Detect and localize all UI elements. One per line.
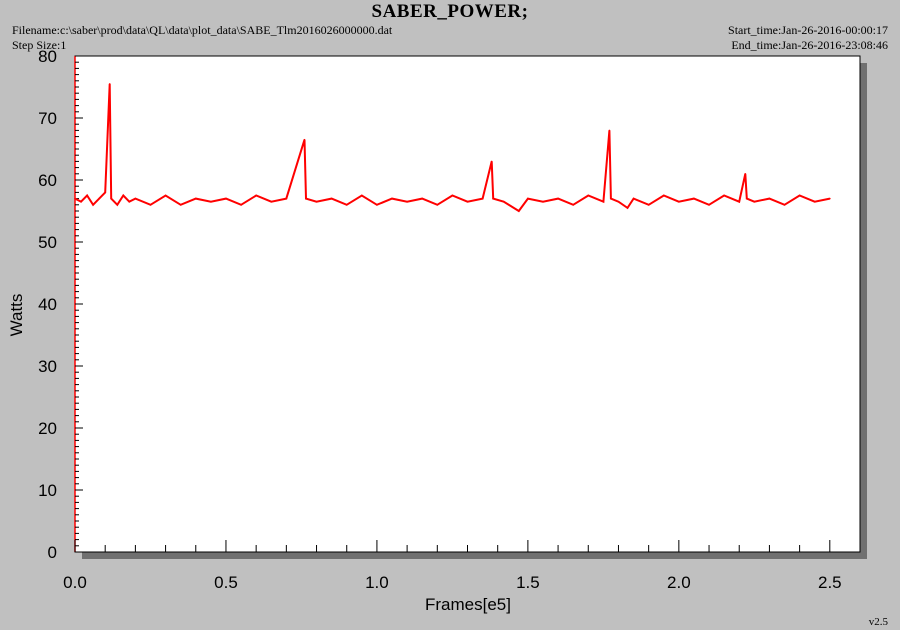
- data-point: [179, 204, 182, 206]
- data-point: [164, 194, 167, 197]
- data-point: [86, 194, 88, 197]
- series-line: [74, 83, 831, 213]
- data-point: [502, 200, 505, 203]
- data-point: [116, 204, 119, 206]
- data-point: [647, 204, 650, 206]
- step-size-label: Step Size:1: [12, 38, 67, 52]
- data-point: [466, 200, 469, 203]
- x-tick-label: 1.0: [365, 573, 389, 592]
- data-point: [798, 194, 801, 197]
- axis-ticks: [74, 55, 861, 553]
- x-tick-label: 1.5: [516, 573, 540, 592]
- y-tick-label: 50: [38, 233, 57, 252]
- data-point: [723, 194, 725, 197]
- data-point: [122, 194, 125, 197]
- data-point: [738, 200, 741, 203]
- data-point: [745, 197, 748, 200]
- data-point: [128, 200, 131, 203]
- data-point: [587, 194, 590, 197]
- end-time-label: End_time:Jan-26-2016-23:08:46: [731, 38, 888, 52]
- data-point: [255, 194, 257, 197]
- data-point: [753, 200, 756, 203]
- data-point: [149, 204, 152, 206]
- data-point: [270, 200, 273, 203]
- data-point: [490, 160, 493, 163]
- x-tick-label: 0.5: [214, 573, 238, 592]
- x-tick-label: 0.0: [63, 573, 87, 592]
- data-point: [210, 200, 212, 203]
- data-point: [481, 197, 484, 200]
- x-axis-title: Frames[e5]: [425, 595, 511, 614]
- data-point: [108, 83, 111, 85]
- data-point: [406, 200, 408, 203]
- x-tick-label: 2.5: [818, 573, 842, 592]
- y-tick-label: 20: [38, 419, 57, 438]
- data-point: [361, 194, 363, 197]
- data-point: [492, 197, 494, 200]
- data-point: [557, 197, 559, 200]
- data-point: [451, 194, 454, 197]
- data-point: [391, 197, 393, 200]
- tick-labels: 0 10 20 30 40 50 60 70 80 0.0 0.5 1.0 1.5 2.0 2.5: [38, 47, 842, 592]
- data-point: [315, 200, 318, 203]
- data-point: [134, 197, 137, 200]
- data-point: [98, 197, 100, 200]
- data-point: [783, 204, 786, 206]
- data-point: [305, 197, 307, 200]
- y-tick-label: 80: [38, 47, 57, 66]
- data-point: [330, 197, 333, 200]
- plot-area: [74, 55, 861, 553]
- data-point: [542, 200, 544, 203]
- data-point: [678, 200, 680, 203]
- data-point: [527, 197, 529, 200]
- data-point: [602, 200, 605, 203]
- data-point: [104, 191, 106, 194]
- y-tick-label: 30: [38, 357, 57, 376]
- data-point: [813, 200, 816, 203]
- y-tick-label: 60: [38, 171, 57, 190]
- y-tick-label: 40: [38, 295, 57, 314]
- data-point: [744, 173, 747, 175]
- start-time-label: Start_time:Jan-26-2016-00:00:17: [728, 23, 888, 37]
- data-point: [110, 197, 113, 200]
- data-point: [617, 200, 620, 203]
- data-point: [194, 197, 197, 200]
- series-group: [74, 83, 831, 213]
- y-axis-title: Watts: [7, 294, 26, 337]
- chart-title: SABER_POWER;: [371, 1, 529, 22]
- version-label: v2.5: [868, 616, 888, 628]
- y-tick-label: 10: [38, 481, 57, 500]
- data-point: [303, 138, 306, 141]
- x-tick-label: 2.0: [667, 573, 691, 592]
- data-point: [632, 197, 635, 200]
- data-point: [708, 204, 710, 206]
- filename-label: Filename:c:\saber\prod\data\QL\data\plot…: [12, 23, 393, 37]
- data-point: [608, 129, 611, 132]
- data-point: [829, 197, 831, 200]
- data-point: [518, 210, 520, 212]
- data-point: [92, 204, 94, 206]
- data-point: [345, 204, 348, 206]
- data-point: [436, 204, 439, 206]
- data-point: [572, 204, 574, 206]
- data-point: [74, 197, 76, 200]
- y-tick-label: 70: [38, 109, 57, 128]
- y-tick-label: 0: [48, 543, 57, 562]
- data-point: [80, 200, 82, 203]
- data-point: [421, 197, 424, 200]
- data-point: [768, 197, 771, 200]
- data-point: [376, 204, 378, 206]
- data-point: [240, 204, 242, 206]
- data-point: [225, 197, 227, 200]
- data-point: [285, 197, 288, 200]
- data-point: [662, 194, 665, 197]
- data-point: [693, 197, 695, 200]
- data-point: [626, 207, 629, 209]
- data-point: [610, 197, 612, 200]
